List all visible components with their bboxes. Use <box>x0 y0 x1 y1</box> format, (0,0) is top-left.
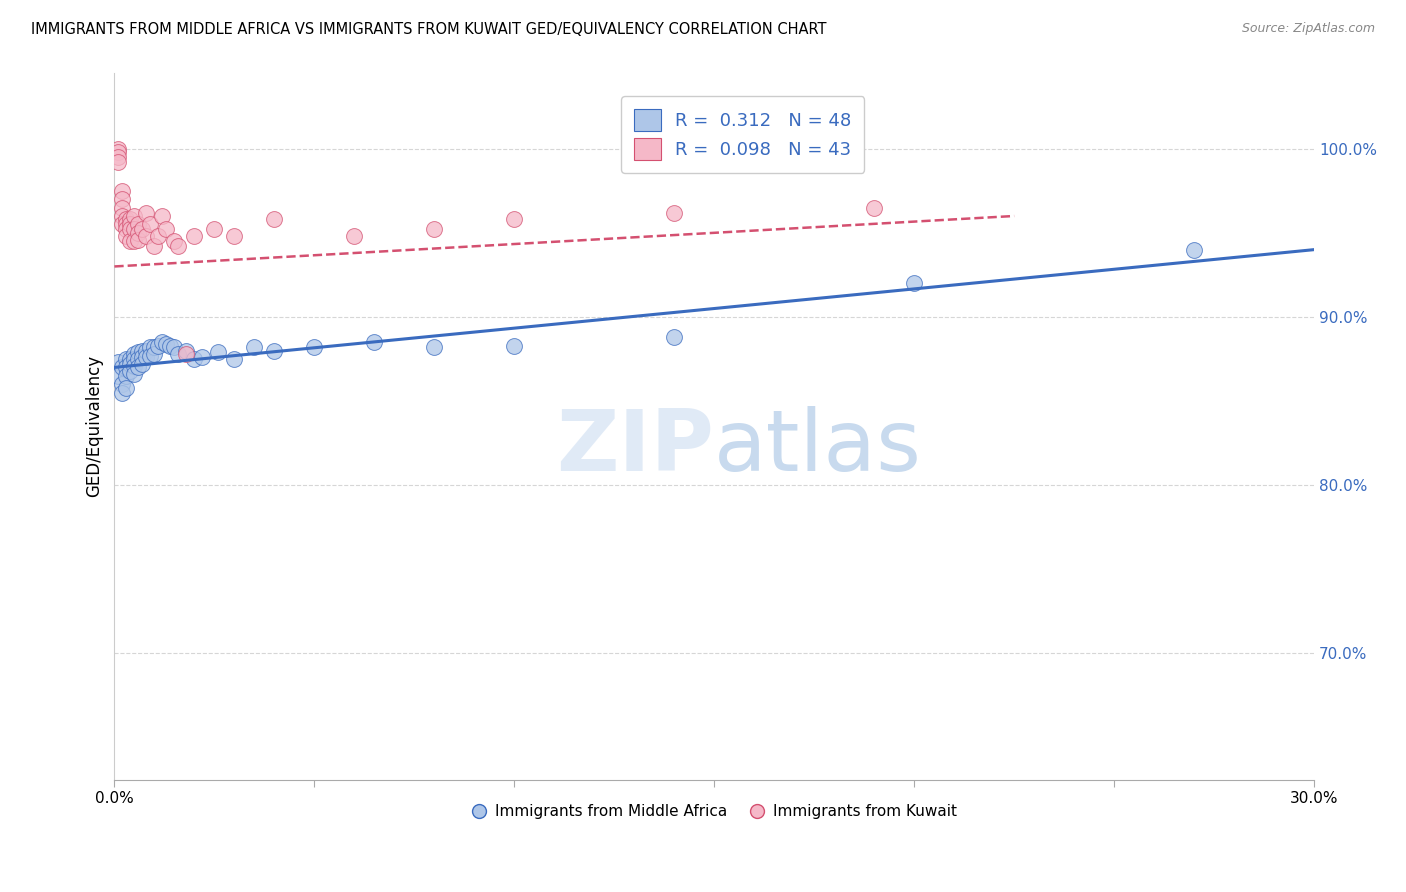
Point <box>120 212 142 227</box>
Legend: Immigrants from Middle Africa, Immigrants from Kuwait: Immigrants from Middle Africa, Immigrant… <box>465 797 963 825</box>
Point <box>202 222 225 236</box>
Point <box>224 229 246 244</box>
Point <box>183 229 205 244</box>
Point <box>207 345 229 359</box>
Point <box>124 367 146 381</box>
Point <box>107 355 129 369</box>
Point <box>124 359 146 373</box>
Point <box>143 340 166 354</box>
Point <box>120 364 142 378</box>
Point <box>111 209 134 223</box>
Point <box>343 229 366 244</box>
Text: IMMIGRANTS FROM MIDDLE AFRICA VS IMMIGRANTS FROM KUWAIT GED/EQUIVALENCY CORRELAT: IMMIGRANTS FROM MIDDLE AFRICA VS IMMIGRA… <box>31 22 827 37</box>
Point <box>131 343 153 358</box>
Point <box>111 184 134 198</box>
Point <box>503 212 526 227</box>
Point <box>120 351 142 366</box>
Point <box>115 351 138 366</box>
Point <box>115 229 138 244</box>
Point <box>304 340 326 354</box>
Point <box>120 357 142 371</box>
Point <box>115 360 138 375</box>
Point <box>115 212 138 227</box>
Text: atlas: atlas <box>714 406 922 489</box>
Point <box>127 226 149 240</box>
Point <box>143 347 166 361</box>
Point <box>135 229 157 244</box>
Point <box>176 343 198 358</box>
Point <box>124 351 146 366</box>
Point <box>423 340 446 354</box>
Point <box>120 234 142 248</box>
Point <box>127 218 149 232</box>
Point <box>107 145 129 159</box>
Point <box>1182 243 1205 257</box>
Point <box>111 218 134 232</box>
Point <box>163 234 186 248</box>
Text: ZIP: ZIP <box>557 406 714 489</box>
Point <box>124 209 146 223</box>
Point <box>243 340 266 354</box>
Point <box>120 222 142 236</box>
Point <box>131 222 153 236</box>
Point <box>155 336 177 351</box>
Point <box>191 351 214 365</box>
Point <box>148 229 170 244</box>
Point <box>107 368 129 383</box>
Point <box>163 340 186 354</box>
Point <box>135 205 157 219</box>
Point <box>139 349 162 363</box>
Point <box>135 343 157 358</box>
Point <box>263 212 285 227</box>
Point <box>124 347 146 361</box>
Point <box>167 239 190 253</box>
Point <box>127 345 149 359</box>
Text: Source: ZipAtlas.com: Source: ZipAtlas.com <box>1241 22 1375 36</box>
Point <box>903 277 925 291</box>
Point <box>115 222 138 236</box>
Point <box>143 239 166 253</box>
Point <box>111 192 134 206</box>
Point <box>135 351 157 365</box>
Point <box>363 335 385 350</box>
Point <box>148 338 170 352</box>
Point <box>139 218 162 232</box>
Point <box>127 351 149 366</box>
Point <box>159 338 181 352</box>
Point <box>120 218 142 232</box>
Point <box>115 368 138 383</box>
Point <box>107 155 129 169</box>
Point <box>152 335 174 350</box>
Point <box>124 222 146 236</box>
Point <box>111 377 134 392</box>
Point <box>664 330 686 344</box>
Point <box>107 150 129 164</box>
Point <box>131 357 153 371</box>
Point <box>176 347 198 361</box>
Point <box>183 351 205 366</box>
Point <box>111 201 134 215</box>
Point <box>127 360 149 375</box>
Point <box>115 381 138 395</box>
Point <box>107 142 129 156</box>
Point <box>224 351 246 366</box>
Point <box>423 222 446 236</box>
Point <box>115 218 138 232</box>
Point <box>263 343 285 358</box>
Point <box>131 351 153 365</box>
Point <box>503 338 526 352</box>
Point <box>152 209 174 223</box>
Y-axis label: GED/Equivalency: GED/Equivalency <box>86 355 103 498</box>
Point <box>124 234 146 248</box>
Point <box>139 340 162 354</box>
Point <box>111 360 134 375</box>
Point <box>127 233 149 247</box>
Point <box>111 385 134 400</box>
Point <box>863 201 886 215</box>
Point <box>664 205 686 219</box>
Point <box>167 347 190 361</box>
Point <box>155 222 177 236</box>
